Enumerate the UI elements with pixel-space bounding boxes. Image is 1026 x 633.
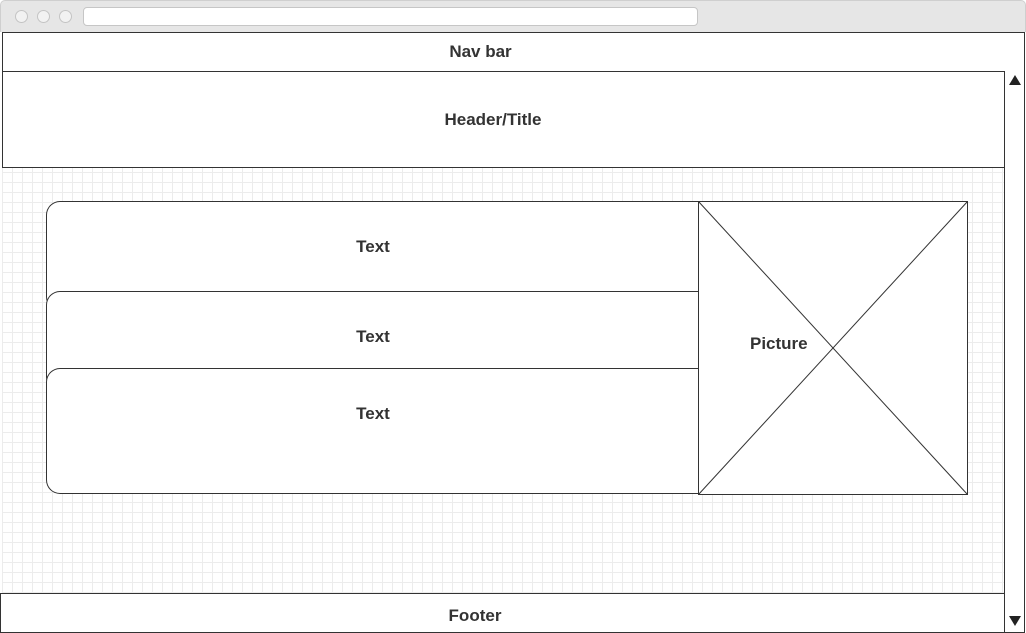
address-bar[interactable] xyxy=(83,7,698,26)
header-title-label: Header/Title xyxy=(444,109,542,129)
picture-placeholder-icon xyxy=(698,201,968,495)
window-minimize-icon[interactable] xyxy=(37,10,50,23)
window-close-icon[interactable] xyxy=(15,10,28,23)
window-maximize-icon[interactable] xyxy=(59,10,72,23)
header-title-block: Header/Title xyxy=(2,71,1005,168)
picture-label: Picture xyxy=(750,334,808,353)
text-block-label: Text xyxy=(356,404,390,423)
nav-bar-label: Nav bar xyxy=(449,42,512,61)
text-block-label: Text xyxy=(356,327,390,346)
footer: Footer xyxy=(0,593,1005,633)
nav-bar: Nav bar xyxy=(2,32,1025,72)
text-block-label: Text xyxy=(356,237,390,256)
browser-chrome xyxy=(0,0,1026,32)
scroll-down-icon[interactable] xyxy=(1009,616,1021,626)
text-block: Text xyxy=(46,368,699,494)
picture-placeholder: Picture xyxy=(698,201,968,495)
vertical-scrollbar[interactable] xyxy=(1004,71,1025,633)
scroll-up-icon[interactable] xyxy=(1009,75,1021,85)
footer-label: Footer xyxy=(448,606,502,625)
